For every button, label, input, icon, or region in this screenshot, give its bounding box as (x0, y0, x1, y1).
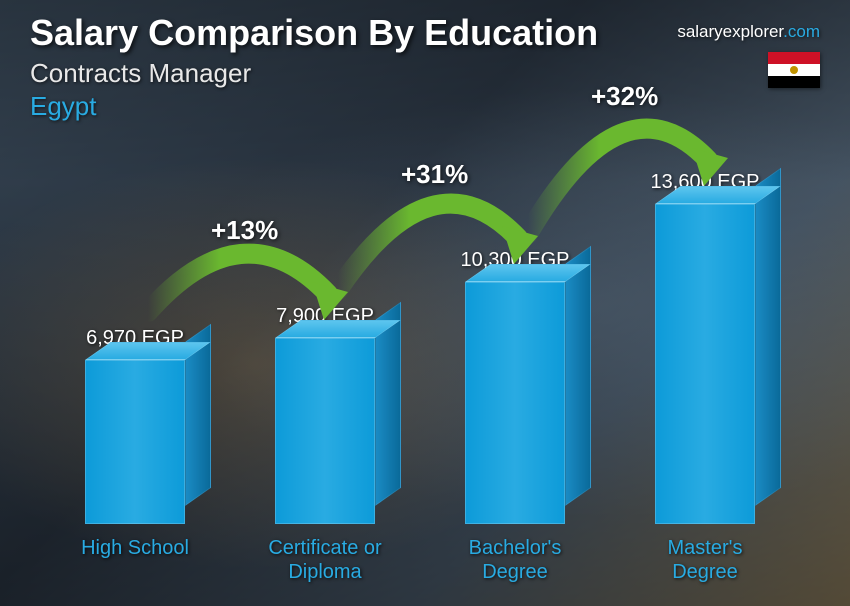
bar (465, 282, 565, 524)
bar-group: 13,600 EGPMaster's Degree (615, 171, 795, 586)
bar (85, 360, 185, 524)
percent-increase-label: +31% (401, 159, 468, 190)
bar-group: 7,900 EGPCertificate or Diploma (235, 305, 415, 586)
bar-group: 6,970 EGPHigh School (45, 327, 225, 586)
bar (275, 338, 375, 524)
category-label: Master's Degree (668, 536, 743, 586)
category-label: Bachelor's Degree (469, 536, 562, 586)
subtitle: Contracts Manager (30, 58, 820, 89)
category-label: Certificate or Diploma (268, 536, 381, 586)
site-name: salaryexplorer (677, 22, 783, 41)
category-label: High School (81, 536, 189, 586)
percent-increase-label: +13% (211, 215, 278, 246)
site-tld: .com (783, 22, 820, 41)
attribution: salaryexplorer.com (677, 22, 820, 42)
bar (655, 204, 755, 524)
bar-group: 10,300 EGPBachelor's Degree (425, 249, 605, 586)
percent-increase-label: +32% (591, 81, 658, 112)
country-label: Egypt (30, 91, 820, 122)
bar-chart: 6,970 EGPHigh School7,900 EGPCertificate… (40, 146, 800, 586)
flag-icon (768, 52, 820, 88)
